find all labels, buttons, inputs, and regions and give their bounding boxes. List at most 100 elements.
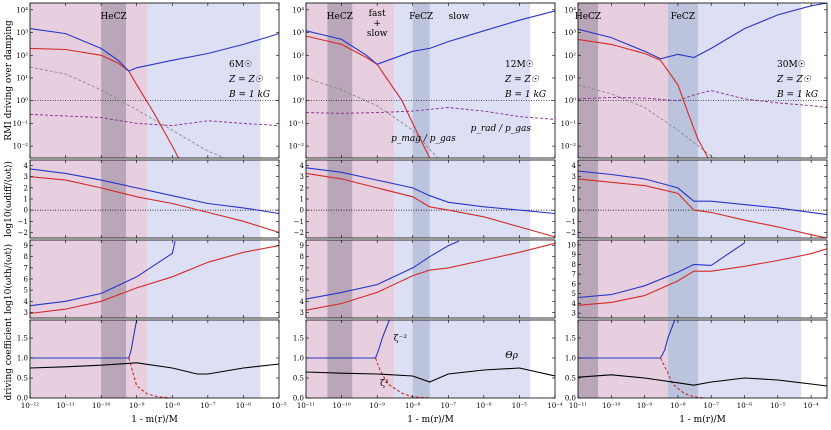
y-tick-label: 2 <box>24 184 28 192</box>
panel-content <box>30 240 279 318</box>
y-tick-label: 10 <box>567 241 576 249</box>
zone-label-fecz: FeCZ <box>671 12 695 22</box>
y-tick-label: 1.5 <box>293 335 304 343</box>
panel-therm: 3 4 5 6 7 8 9 <box>300 239 556 319</box>
y-tick-label: 3 <box>24 173 28 181</box>
x-axis-label: 1 - m(r)/M <box>131 414 178 425</box>
annotation-metallicity: Z = Z☉ <box>776 75 812 85</box>
annotation-mass: 6M☉ <box>229 60 252 70</box>
y-tick-label: 0 <box>300 207 304 215</box>
x-tick-label: 10⁻¹⁰ <box>92 402 110 410</box>
y-tick-label: 10⁰ <box>564 97 576 105</box>
x-axis-label: 1 - m(r)/M <box>407 414 454 425</box>
series-fast-line <box>30 245 279 315</box>
series-fast-line <box>306 242 555 311</box>
x-tick-label: 10⁻¹¹ <box>56 402 74 410</box>
region-hecz-core <box>327 240 353 318</box>
y-tick-label: −2 <box>18 229 28 237</box>
label-zeta2: ζ² <box>380 379 389 389</box>
region-hecz-core <box>101 240 127 318</box>
panel-diff: −2 −1 0 1 2 3 4 <box>294 159 556 239</box>
panel-frame <box>29 2 280 159</box>
y-tick-label: −1 <box>18 218 28 226</box>
region-fecz <box>667 320 698 398</box>
chart-column-2: 10⁻² 10⁻¹ 10⁰ 10¹ 10² 10³ 10⁴ −2 −1 0 1 2 3 4 3 4 5 67 8 9 1… <box>561 2 828 425</box>
y-tick-label: −1 <box>294 218 304 226</box>
zone-label-fecz: FeCZ <box>409 12 433 22</box>
series-zeta-inv2-line <box>578 320 676 359</box>
x-tick-label: 10⁻⁵ <box>770 402 786 410</box>
y-tick-label: 0.0 <box>565 395 576 403</box>
series-slow-line <box>30 168 279 215</box>
region-hecz-core <box>101 320 127 398</box>
y-tick-label: 1.5 <box>17 335 28 343</box>
panel-content <box>30 160 279 238</box>
x-tick-label: 10⁻⁵ <box>271 402 287 410</box>
y-tick-label: 10⁻² <box>561 143 577 151</box>
y-tick-label: 0 <box>572 207 576 215</box>
x-tick-label: 10⁻⁶ <box>236 402 252 410</box>
chart-column-0: 10⁻² 10⁻¹ 10⁰ 10¹ 10² 10³ 10⁴ −2 −1 0 1 2 3 4 3 4 5 6 7 8 9 0… <box>13 2 287 425</box>
y-tick-label: 1.5 <box>565 335 576 343</box>
x-tick-label: 10⁻⁶ <box>737 402 753 410</box>
panel-drive: 0.0 0.5 1.0 1.5 <box>17 319 280 403</box>
panel-frame <box>29 319 280 399</box>
label-theta: Θρ <box>505 351 518 361</box>
annotation-field: B = 1 kG <box>776 90 818 100</box>
y-tick-label: 5 <box>300 287 304 295</box>
x-tick-label: 10⁻⁴ <box>547 402 563 410</box>
panel-rmi: 10⁻² 10⁻¹ 10⁰ 10¹ 10² 10³ 10⁴ <box>561 2 828 159</box>
series-fast-line <box>306 172 555 238</box>
annotation-metallicity: Z = Z☉ <box>228 75 264 85</box>
region-hecz-core <box>578 3 599 158</box>
y-tick-label: 3 <box>572 310 576 318</box>
x-tick-label: 10⁻⁷ <box>441 402 457 410</box>
series-slow-line <box>578 170 827 216</box>
panel-frame <box>577 239 828 319</box>
y-tick-label: 8 <box>24 253 28 261</box>
x-tick-label: 10⁻⁹ <box>129 402 145 410</box>
y-tick-label: −2 <box>294 229 304 237</box>
y-tick-label: −1 <box>566 218 576 226</box>
region-fecz <box>412 320 430 398</box>
label-pmag: p_mag / p_gas <box>391 134 456 144</box>
panel-frame <box>577 2 828 159</box>
annotation-metallicity: Z = Z☉ <box>504 75 540 85</box>
series-prad-line <box>30 113 279 127</box>
y-tick-label: 4 <box>300 162 305 170</box>
y-tick-label: 5 <box>24 287 28 295</box>
y-tick-label: 7 <box>572 271 576 279</box>
y-tick-label: 10² <box>16 52 28 60</box>
series-slow-line <box>30 28 279 72</box>
chart-column-1: 10⁻² 10⁻¹ 10⁰ 10¹ 10² 10³ 10⁴ −2 −1 0 1 2 3 4 3 4 5 6 7 8 9 0… <box>289 2 563 425</box>
label-fast: fast <box>369 9 386 19</box>
series-pmag-line <box>30 66 225 158</box>
region-hecz-core <box>578 320 599 398</box>
y-tick-label: 4 <box>572 162 577 170</box>
y-tick-label: 4 <box>24 298 29 306</box>
panel-content <box>578 3 827 158</box>
y-tick-label: 4 <box>572 300 577 308</box>
y-tick-label: 1 <box>24 196 28 204</box>
region-blue <box>147 3 261 158</box>
series-slow-line <box>306 167 555 215</box>
x-tick-label: 10⁻⁴ <box>803 402 819 410</box>
panel-content <box>578 320 827 398</box>
series-slow-line <box>578 3 827 60</box>
y-tick-label: 10¹ <box>16 74 28 82</box>
y-tick-label: 8 <box>300 253 304 261</box>
annotation-mass: 12M☉ <box>505 60 534 70</box>
y-tick-label: 10⁻¹ <box>561 120 577 128</box>
y-axis-label-drive: driving coefficient <box>4 317 14 400</box>
panel-therm: 3 4 5 6 7 8 9 <box>24 239 280 319</box>
y-tick-label: 10² <box>564 52 576 60</box>
y-tick-label: 10⁴ <box>16 6 28 14</box>
label-slow-under: slow <box>367 29 388 39</box>
y-tick-label: 0 <box>24 207 28 215</box>
x-tick-label: 10⁻⁹ <box>369 402 385 410</box>
y-tick-label: 3 <box>300 173 304 181</box>
y-tick-label: 10⁰ <box>292 97 304 105</box>
region-fecz <box>667 240 698 318</box>
y-tick-label: 10³ <box>292 29 304 37</box>
region-hecz-core <box>327 320 353 398</box>
